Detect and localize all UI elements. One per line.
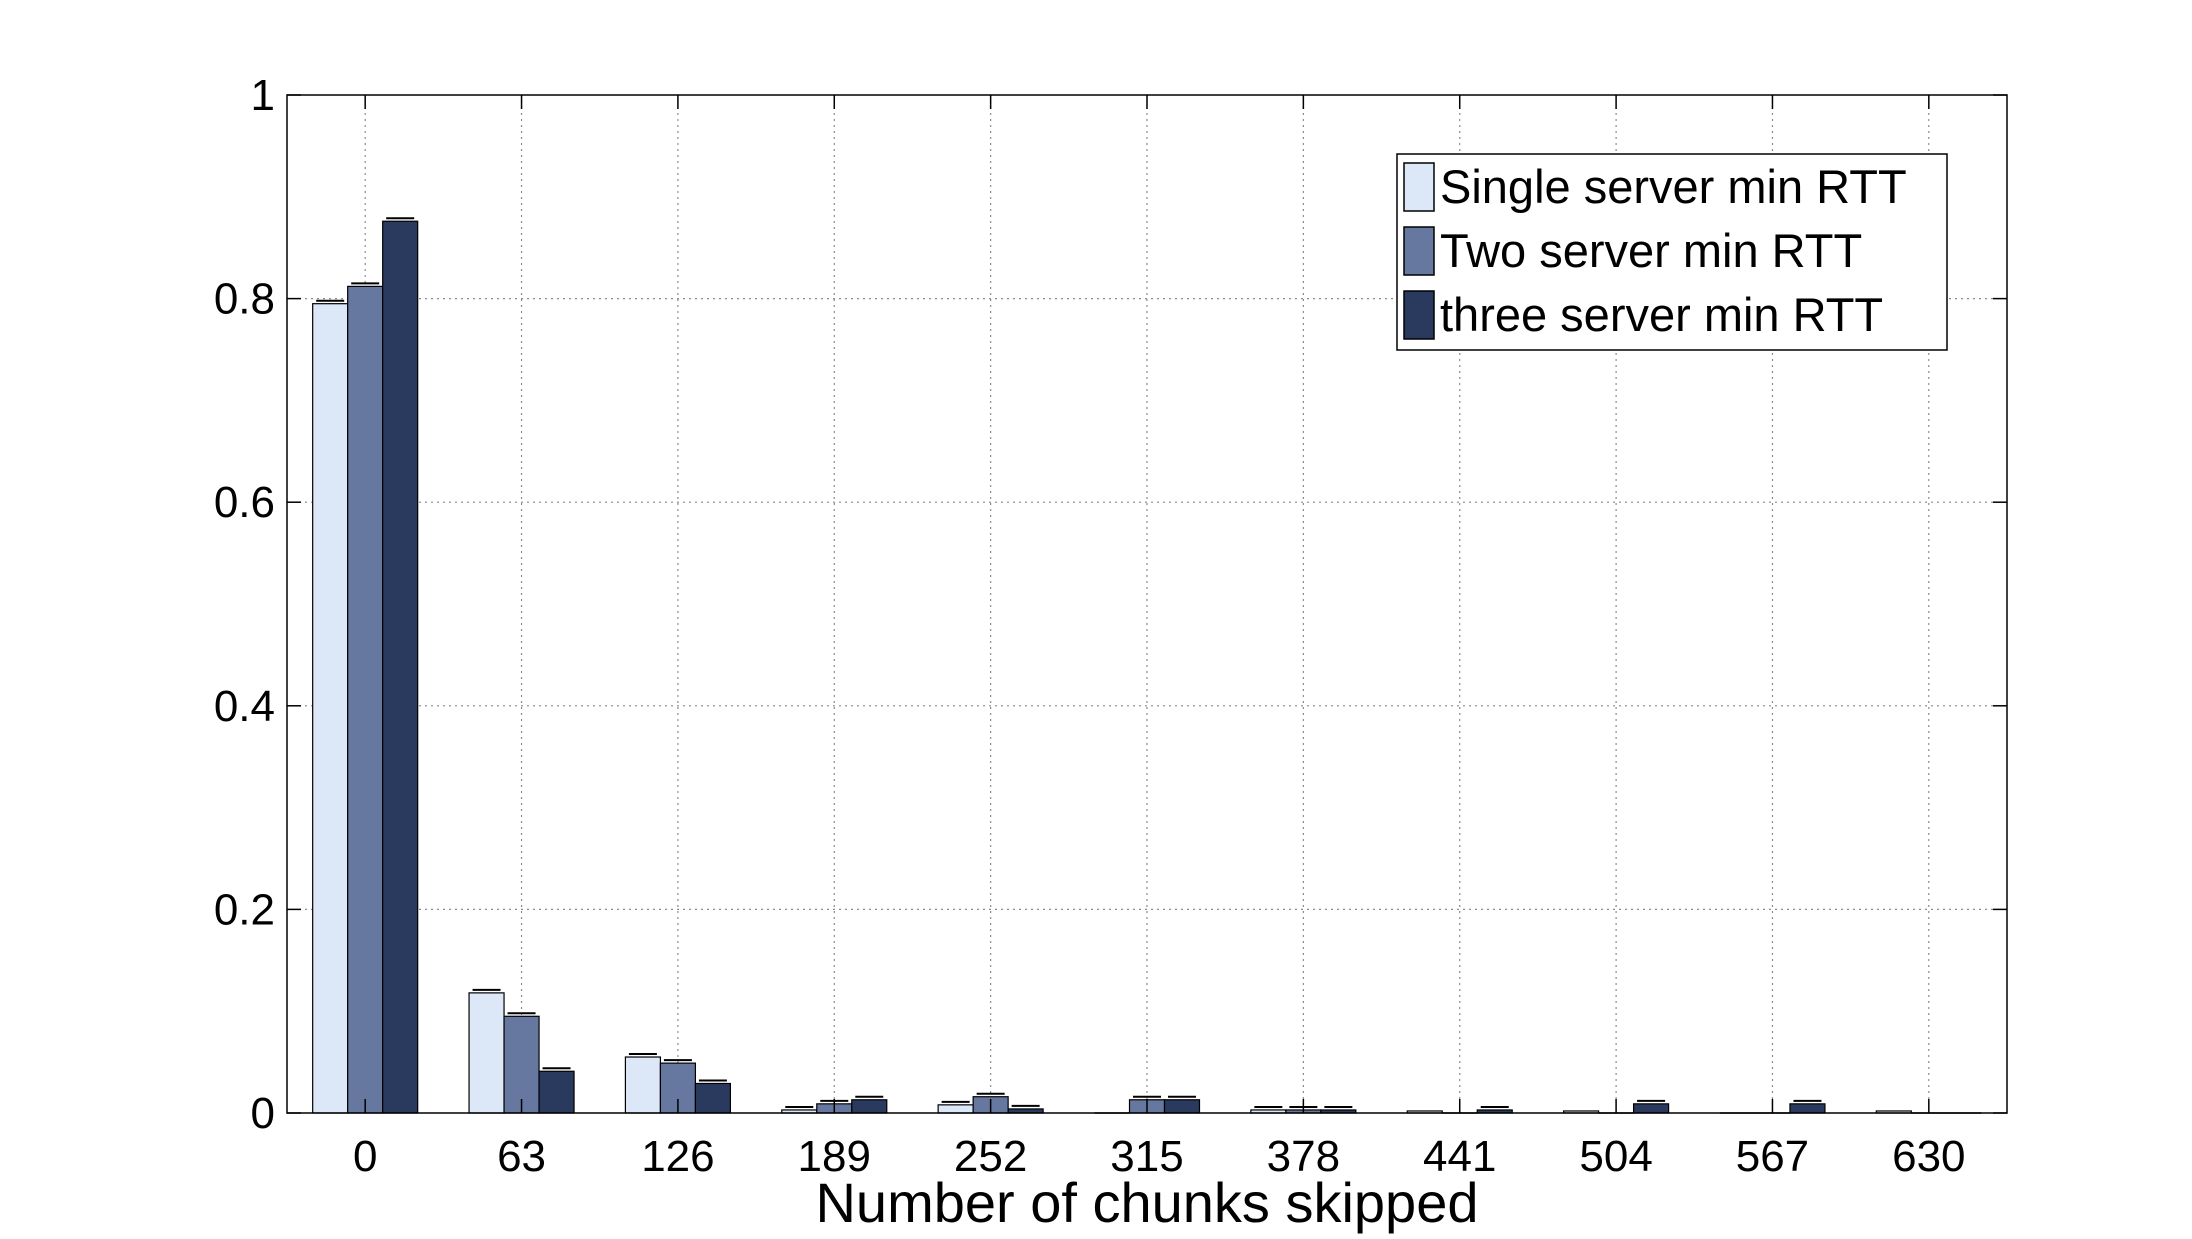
x-tick-label: 252 [954,1132,1027,1181]
grid-lines [287,95,2007,1113]
x-tick-label: 0 [353,1132,377,1181]
x-tick-label: 378 [1267,1132,1340,1181]
legend-label: Two server min RTT [1440,224,1862,277]
y-tick-label: 1 [251,71,275,120]
x-tick-label: 315 [1110,1132,1183,1181]
x-tick-label: 63 [497,1132,546,1181]
legend-items: Single server min RTT Two server min RTT t… [1403,160,1907,341]
x-tick-label: 441 [1423,1132,1496,1181]
x-tick-label: 189 [798,1132,871,1181]
y-tick-label: 0.2 [214,885,275,934]
bar [1632,1103,1670,1114]
x-tick-label: 567 [1736,1132,1809,1181]
bar [382,220,419,1114]
legend-label: three server min RTT [1440,288,1883,341]
legend: Single server min RTT Two server min RTT t… [1396,153,1948,351]
bar [624,1056,662,1114]
bar [503,1015,540,1114]
bar [1789,1103,1826,1114]
bar [468,992,505,1114]
legend-box [1396,153,1948,351]
bar [851,1099,888,1114]
y-tick-label: 0.4 [214,682,275,731]
legend-swatch [1403,162,1435,212]
bar [694,1082,732,1114]
bar [937,1104,974,1114]
axis-ticks: 0 0.2 0.4 0.6 0.8 1 0 63 126 189 252 315 378 441 504 56… [214,71,2007,1181]
y-tick-label: 0.8 [214,275,275,324]
x-axis-label: Number of chunks skipped [815,1171,1478,1234]
x-tick-label: 126 [641,1132,714,1181]
bar [538,1070,575,1114]
y-tick-label: 0 [251,1089,275,1138]
bar [1163,1099,1201,1114]
bar [347,285,384,1114]
x-tick-label: 630 [1892,1132,1965,1181]
legend-swatch [1403,226,1435,276]
x-tick-label: 504 [1579,1132,1652,1181]
legend-label: Single server min RTT [1440,160,1907,213]
legend-swatch [1403,290,1435,340]
y-tick-label: 0.6 [214,478,275,527]
bar [312,303,349,1114]
